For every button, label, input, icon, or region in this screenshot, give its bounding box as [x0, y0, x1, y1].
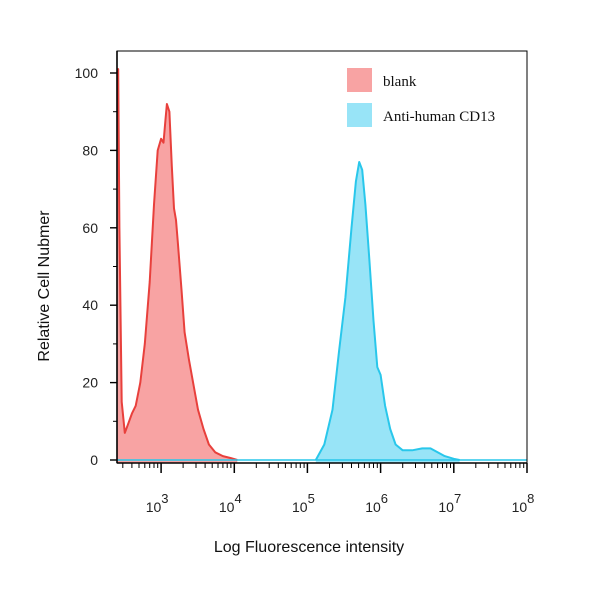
- y-tick-label: 60: [82, 220, 98, 236]
- x-tick-label: 105: [292, 491, 315, 515]
- y-axis-ticks: 0 20 40 60 80 100: [75, 65, 117, 468]
- series-area-anti-human-cd13: [315, 162, 460, 463]
- x-tick-label: 108: [512, 491, 535, 515]
- y-tick-label: 80: [82, 142, 98, 158]
- y-tick-label: 0: [90, 452, 98, 468]
- y-axis-title: Relative Cell Nubmer: [36, 210, 53, 362]
- legend-label-blank: blank: [383, 74, 417, 90]
- x-tick-label: 106: [365, 491, 388, 515]
- legend: blank Anti-human CD13: [347, 68, 495, 127]
- series-line-anti-human-cd13: [314, 161, 460, 461]
- x-axis-ticks: 103 104 105 106 107 108: [122, 463, 535, 515]
- x-tick-label: 107: [438, 491, 461, 515]
- y-tick-label: 40: [82, 297, 98, 313]
- series-line-blank: [116, 68, 238, 461]
- x-tick-label: 103: [146, 491, 169, 515]
- legend-label-anti-human-cd13: Anti-human CD13: [383, 109, 495, 125]
- y-tick-label: 20: [82, 375, 98, 391]
- series-layer: [116, 68, 527, 463]
- legend-swatch-blank: [347, 68, 372, 92]
- y-tick-label: 100: [75, 65, 99, 81]
- series-area-blank: [117, 69, 238, 463]
- x-axis-title: Log Fluorescence intensity: [214, 539, 404, 556]
- x-tick-label: 104: [219, 491, 242, 515]
- legend-swatch-anti-human-cd13: [347, 103, 372, 127]
